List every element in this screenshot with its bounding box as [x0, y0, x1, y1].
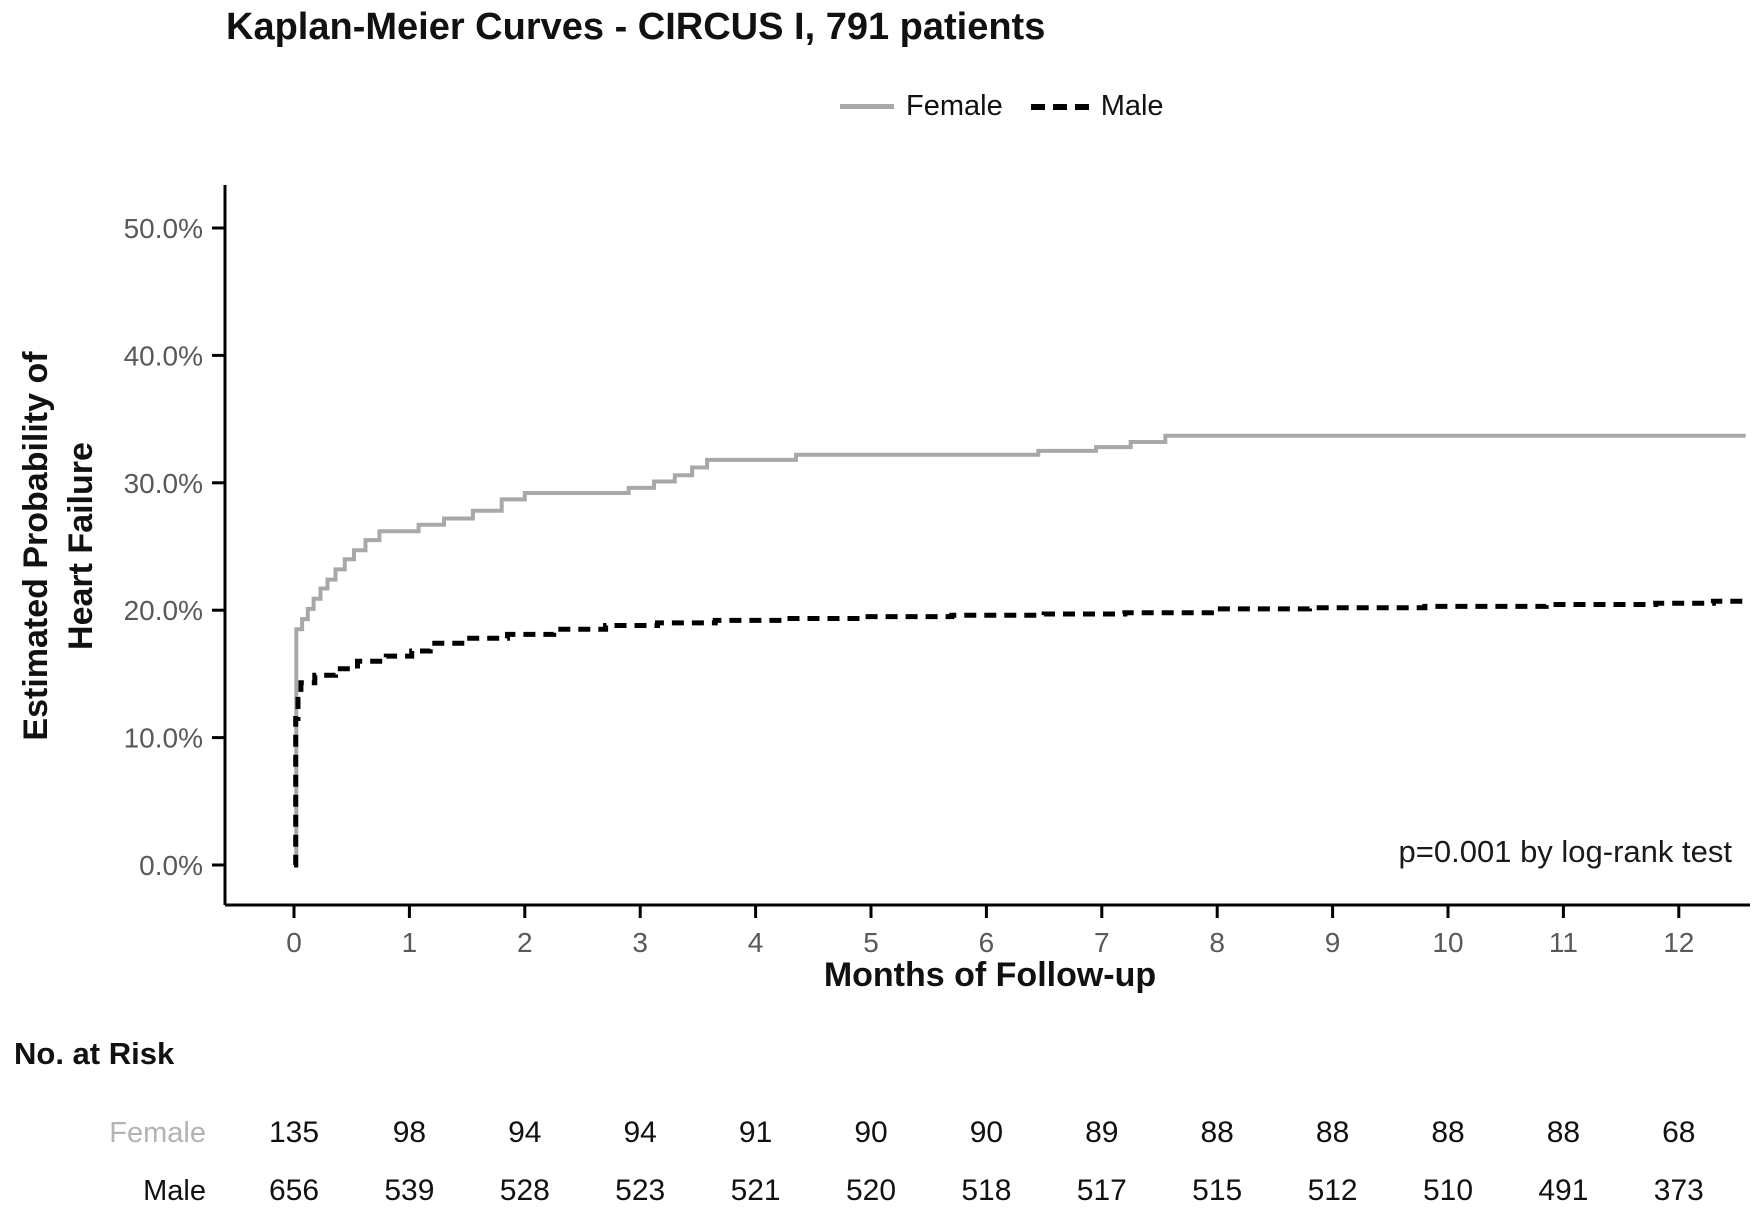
risk-value-female-m8: 88	[1200, 1116, 1234, 1149]
risk-value-female-m4: 91	[738, 1116, 773, 1149]
y-tick-label: 20.0%	[124, 595, 203, 626]
risk-value-female-m3: 94	[623, 1116, 657, 1149]
x-tick-label: 9	[1325, 927, 1341, 958]
risk-value-male-m5: 520	[845, 1174, 897, 1207]
risk-value-female-m7: 89	[1085, 1116, 1119, 1149]
risk-value-male-m12: 373	[1653, 1174, 1704, 1207]
x-tick-label: 6	[979, 927, 995, 958]
male-dashed-swatch-icon	[1030, 103, 1089, 110]
x-axis-title: Months of Follow-up	[823, 956, 1157, 994]
legend-label-male: Male	[1100, 90, 1164, 122]
x-tick-label: 7	[1094, 927, 1110, 958]
risk-value-male-m1: 539	[384, 1174, 435, 1207]
risk-value-male-m6: 518	[961, 1174, 1012, 1207]
risk-value-female-m11: 88	[1546, 1116, 1581, 1149]
x-tick-label: 1	[402, 927, 418, 958]
x-tick-label: 2	[517, 927, 533, 958]
y-tick-label: 10.0%	[124, 723, 203, 754]
y-tick-label: 50.0%	[124, 213, 203, 244]
x-tick-label: 3	[632, 927, 648, 958]
risk-value-female-m6: 90	[969, 1116, 1004, 1149]
pvalue-annotation: p=0.001 by log-rank test	[1398, 834, 1732, 869]
x-tick-label: 11	[1549, 927, 1578, 958]
x-tick-label: 10	[1432, 927, 1463, 958]
legend: Female Male	[840, 90, 1164, 123]
km-curve-female	[294, 433, 1746, 867]
chart-title: Kaplan-Meier Curves - CIRCUS I, 791 pati…	[226, 6, 1046, 48]
risk-value-male-m8: 515	[1192, 1174, 1243, 1207]
x-tick-label: 4	[748, 927, 764, 958]
female-line-swatch-icon	[840, 104, 894, 109]
risk-value-female-m2: 94	[508, 1116, 542, 1149]
risk-value-female-m5: 90	[854, 1116, 888, 1149]
risk-value-male-m3: 523	[615, 1174, 666, 1207]
y-tick-label: 0.0%	[139, 850, 203, 881]
y-axis-title: Estimated Probability of Heart Failure	[17, 351, 100, 741]
risk-value-male-m10: 510	[1422, 1174, 1474, 1207]
risk-row-label-male: Male	[143, 1175, 206, 1207]
x-tick-label: 5	[863, 927, 879, 958]
risk-value-male-m0: 656	[268, 1174, 320, 1207]
y-tick-label: 30.0%	[124, 468, 203, 499]
x-tick-label: 12	[1663, 927, 1694, 958]
risk-value-male-m2: 528	[499, 1174, 550, 1207]
risk-value-female-m12: 68	[1662, 1116, 1696, 1149]
legend-label-female: Female	[906, 90, 1003, 122]
risk-value-male-m4: 521	[730, 1174, 781, 1207]
risk-value-female-m9: 88	[1315, 1116, 1350, 1149]
risk-value-female-m0: 135	[268, 1116, 320, 1149]
risk-value-male-m7: 517	[1076, 1174, 1127, 1207]
km-curve-male	[293, 598, 1746, 868]
risk-value-male-m11: 491	[1538, 1174, 1589, 1207]
risk-value-female-m10: 88	[1431, 1116, 1465, 1149]
x-tick-label: 8	[1209, 927, 1225, 958]
risk-value-male-m9: 512	[1307, 1174, 1358, 1207]
x-tick-label: 0	[286, 927, 302, 958]
y-tick-label: 40.0%	[124, 340, 203, 371]
risk-table-title: No. at Risk	[14, 1036, 175, 1071]
risk-value-female-m1: 98	[392, 1116, 427, 1149]
risk-row-label-female: Female	[109, 1117, 206, 1149]
